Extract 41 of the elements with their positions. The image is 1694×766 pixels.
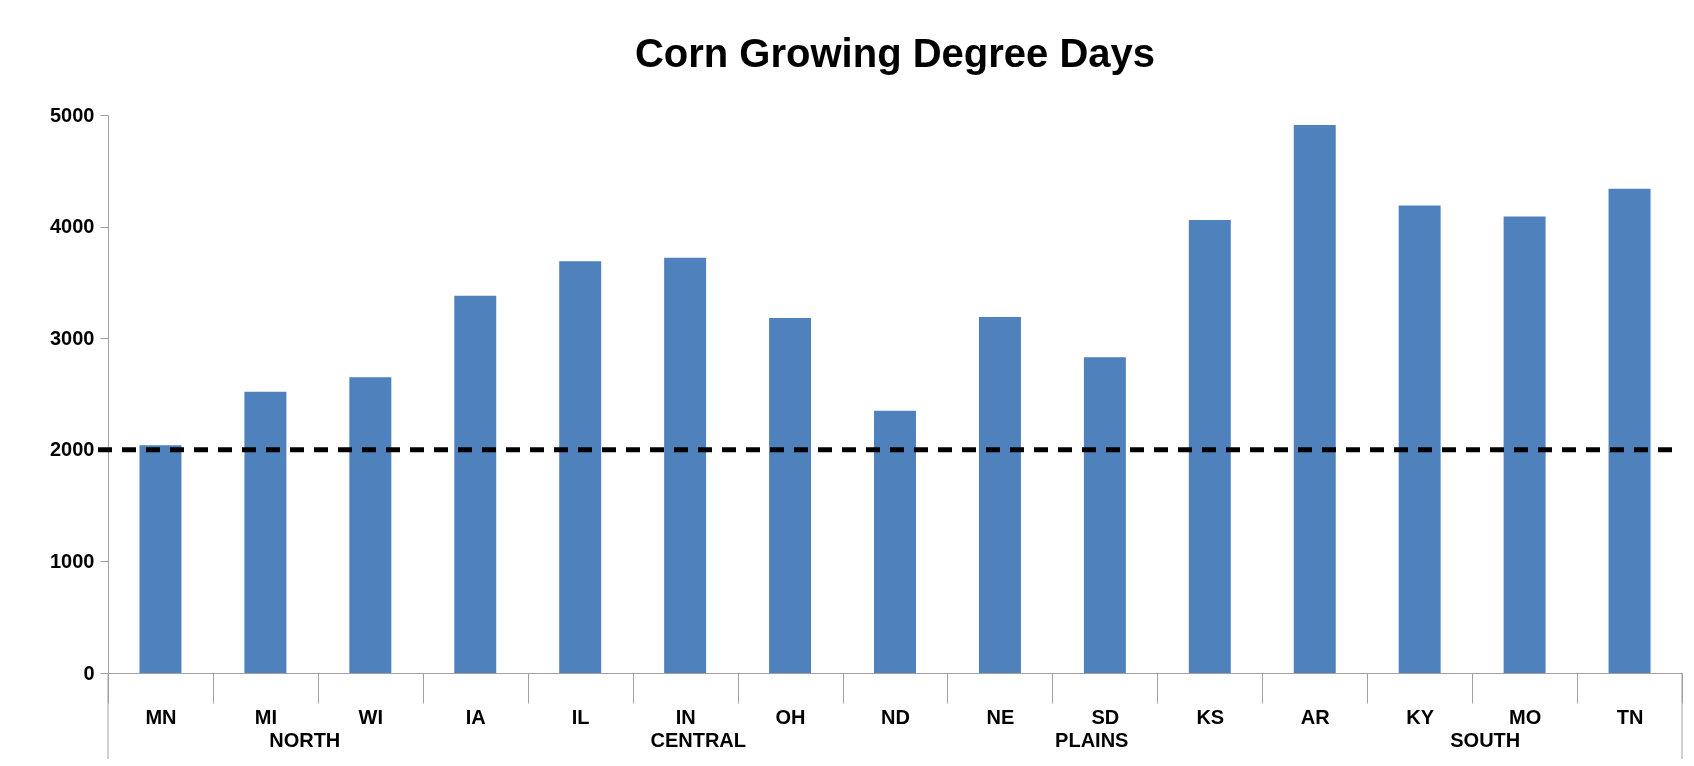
x-tick-label: AR — [1300, 705, 1331, 728]
bar — [349, 377, 392, 673]
bar — [664, 257, 707, 673]
bar — [978, 317, 1021, 673]
x-tick-label: IN — [675, 705, 696, 728]
x-tick-label: OH — [775, 705, 806, 728]
x-tick-label: IL — [571, 705, 590, 728]
bar — [559, 261, 602, 673]
bar — [1083, 357, 1126, 673]
x-tick-label: KY — [1406, 705, 1435, 728]
bar — [1398, 205, 1441, 673]
bar — [139, 445, 182, 673]
y-tick-label: 3000 — [50, 326, 95, 349]
x-tick-label: ND — [881, 705, 910, 728]
chart-title: Corn Growing Degree Days — [634, 31, 1156, 75]
x-tick-label: MI — [254, 705, 278, 728]
y-tick-label: 1000 — [50, 549, 95, 572]
x-tick-label: MO — [1508, 705, 1542, 728]
x-tick-label: IA — [465, 705, 486, 728]
bar — [769, 318, 812, 673]
y-tick-label: 0 — [83, 661, 95, 684]
text: SOUTH — [1450, 729, 1521, 751]
x-tick-label: NE — [986, 705, 1015, 728]
bar — [1608, 188, 1651, 673]
bar — [1293, 125, 1336, 673]
x-tick-label: TN — [1616, 705, 1644, 728]
y-tick-label: 4000 — [50, 215, 95, 238]
bar — [1188, 219, 1231, 673]
x-tick-label: WI — [358, 705, 384, 728]
text: NORTH — [269, 729, 341, 751]
x-tick-label: SD — [1091, 705, 1120, 728]
text: PLAINS — [1055, 729, 1129, 751]
y-tick-label: 2000 — [50, 438, 95, 461]
bar — [1503, 216, 1546, 673]
bar — [454, 295, 497, 673]
x-tick-label: MN — [145, 705, 177, 728]
bar — [244, 391, 287, 673]
y-tick-label: 5000 — [50, 103, 95, 126]
text: CENTRAL — [650, 729, 747, 751]
bar — [874, 410, 916, 673]
x-tick-label: KS — [1196, 705, 1225, 728]
